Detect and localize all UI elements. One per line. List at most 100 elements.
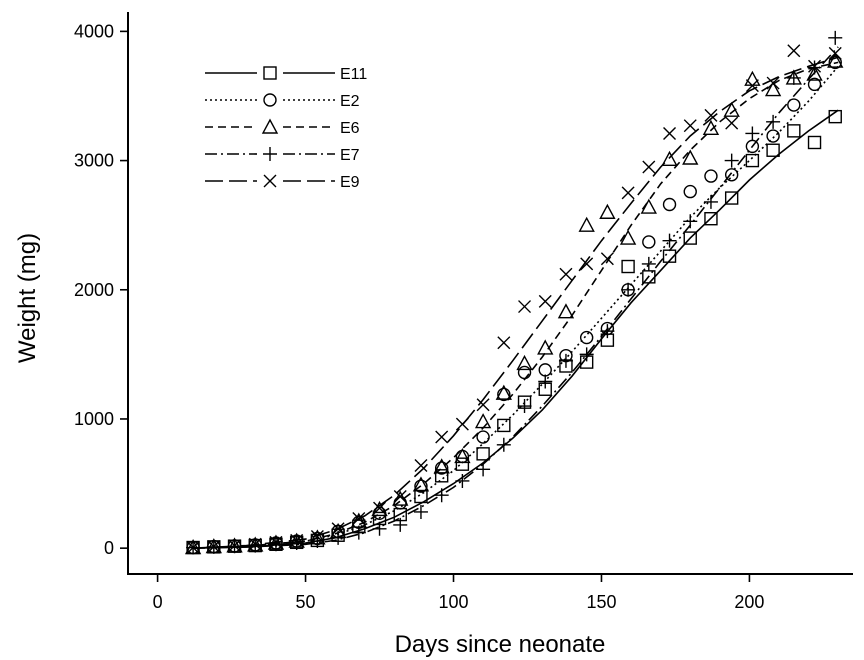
fit-curve-e11 [193,109,839,549]
series-e7-points [186,30,843,555]
x-tick-label: 50 [296,592,316,612]
data-point-e6 [454,447,471,464]
data-point-e11 [704,212,718,226]
data-point-e2 [807,77,822,92]
legend-label: E11 [340,66,367,83]
data-point-e6 [371,500,388,517]
data-point-e7 [496,437,511,452]
data-point-e7 [641,256,656,271]
data-point-e7 [683,214,698,229]
legend-marker-e9 [263,174,277,188]
data-point-e6 [764,81,782,97]
data-point-e2 [642,235,656,249]
data-point-e7 [538,374,553,389]
data-point-e9 [766,76,780,90]
data-point-e7 [828,30,843,45]
data-point-e9 [497,336,511,350]
data-point-e7 [455,473,470,488]
fit-curve-e2 [193,65,839,549]
data-point-e9 [476,398,490,412]
legend-label: E7 [340,147,360,164]
legend-item-e9: E9 [205,174,360,191]
data-point-e9 [828,46,842,60]
data-point-e9 [228,539,242,553]
data-point-e11 [621,259,635,274]
data-point-e11 [766,143,780,157]
data-point-e9 [580,257,594,271]
series-e2-points [186,55,842,555]
data-point-e6 [702,119,720,135]
data-point-e2 [662,197,677,212]
data-point-e9 [290,533,304,547]
data-point-e9 [455,417,469,431]
data-point-e6 [619,229,637,245]
data-point-e7 [393,517,408,532]
data-point-e9 [186,541,200,555]
data-point-e6 [661,150,678,166]
data-point-e6 [744,70,761,86]
data-point-e11 [724,191,739,205]
data-point-e11 [497,418,511,433]
data-point-e2 [579,330,594,345]
data-point-e7 [372,521,387,536]
data-point-e9 [787,44,801,58]
y-axis-title: Weight (mg) [14,233,41,363]
data-point-e2 [704,169,718,183]
data-point-e7 [351,525,366,540]
series-e11-points [186,109,842,555]
data-point-e11 [828,109,842,124]
data-point-e9 [352,511,366,525]
data-point-e9 [248,537,262,551]
data-point-e9 [683,119,697,133]
legend: E11 E2 E6 E7 E9 [205,66,367,191]
data-point-e7 [558,353,573,368]
data-point-e2 [538,363,552,377]
legend-item-e2: E2 [205,93,360,110]
y-tick-label: 0 [104,538,114,558]
x-axis-title: Days since neonate [395,631,606,658]
data-point-e9 [663,126,677,140]
data-point-e2 [517,365,532,380]
data-point-e6 [433,458,450,474]
data-point-e7 [745,126,760,141]
data-point-e9 [704,108,718,122]
data-point-e2 [766,129,780,143]
data-point-e2 [434,461,449,475]
data-point-e9 [435,430,449,444]
x-tick-label: 100 [438,592,468,612]
data-point-e9 [538,294,552,308]
fit-curves [193,46,839,549]
fit-curve-e7 [193,46,839,549]
legend-item-e11: E11 [205,66,367,83]
data-points [184,30,844,555]
data-point-e9 [808,59,822,73]
data-point-e2 [497,387,511,402]
data-point-e7 [600,324,615,339]
legend-label: E9 [340,174,360,191]
data-point-e7 [703,194,718,209]
data-point-e7 [807,60,822,75]
data-point-e11 [683,231,697,245]
x-tick-label: 0 [153,592,163,612]
series-e9-points [186,44,842,555]
data-point-e9 [642,160,656,174]
data-point-e11 [434,469,449,483]
data-point-e9 [745,79,759,93]
data-point-e9 [331,522,345,536]
data-point-e6 [392,490,409,506]
axis-frame [127,12,853,575]
data-point-e11 [807,135,822,150]
data-point-e7 [248,538,263,553]
legend-label: E6 [340,120,360,137]
data-point-e11 [662,249,677,263]
data-point-e6 [723,101,740,117]
data-point-e2 [787,98,801,112]
data-point-e6 [557,303,575,319]
data-point-e2 [683,184,697,199]
series-e6-points [184,52,844,555]
data-point-e6 [806,65,823,81]
data-point-e6 [412,476,430,492]
data-point-e9 [518,300,532,314]
